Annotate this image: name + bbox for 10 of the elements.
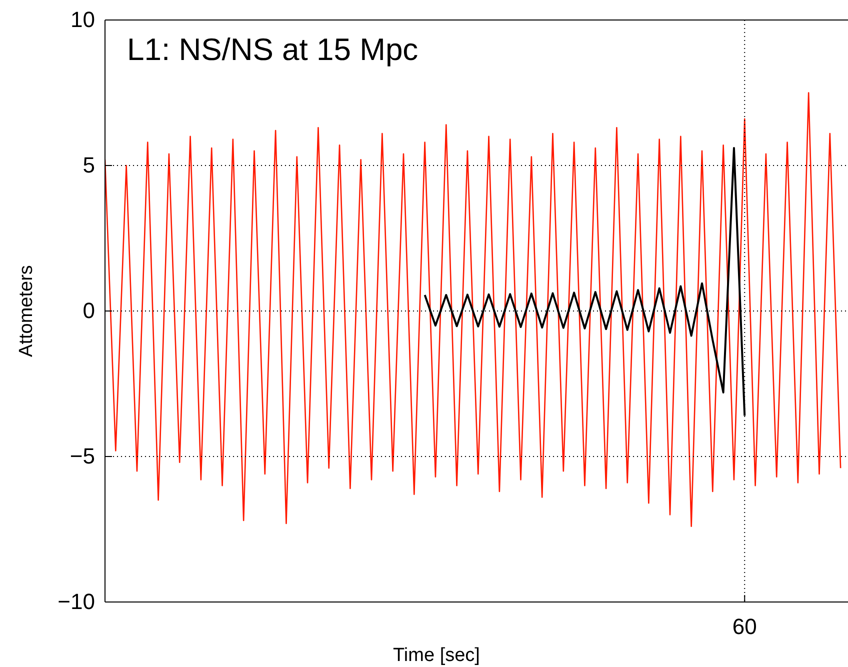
y-tick-label: 10 <box>70 7 95 32</box>
y-tick-label: −10 <box>58 589 95 614</box>
chart-title: L1: NS/NS at 15 Mpc <box>127 32 418 67</box>
y-tick-label: 5 <box>82 152 95 178</box>
y-tick-label: 0 <box>82 298 95 324</box>
y-axis-title: Attometers <box>16 265 37 357</box>
x-axis-title: Time [sec] <box>393 645 480 666</box>
y-tick-label: −5 <box>70 444 95 469</box>
text: 60 <box>732 614 757 639</box>
line-series <box>105 92 842 527</box>
